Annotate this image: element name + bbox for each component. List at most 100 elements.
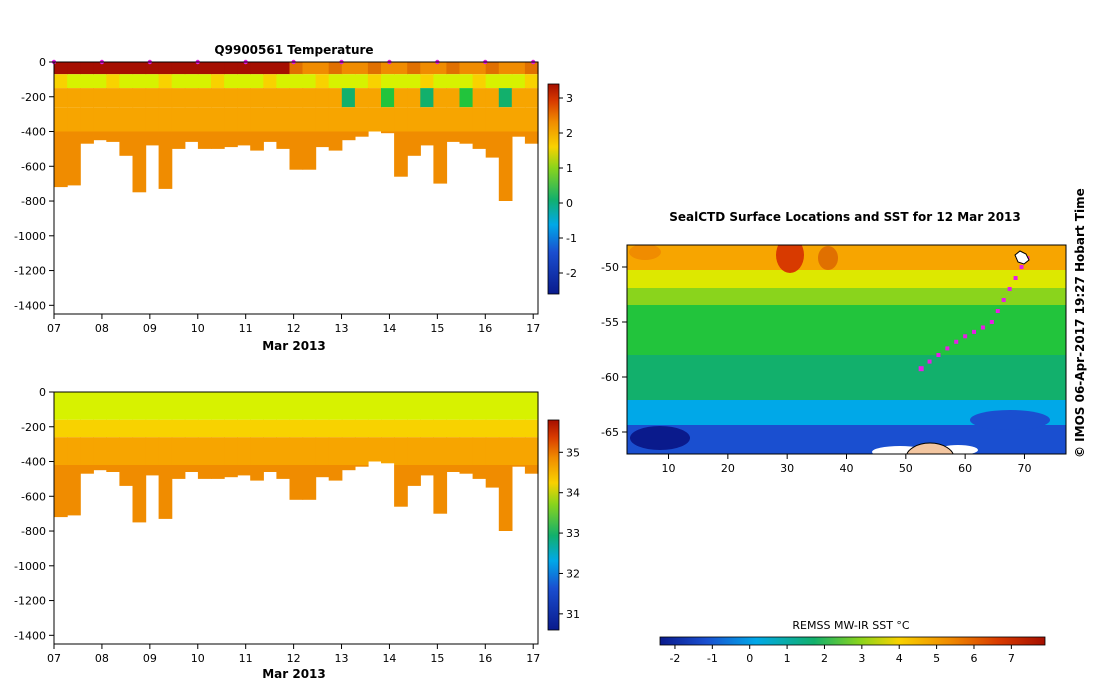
sal-cell [54, 465, 68, 518]
temp-y-tick-label: 0 [39, 56, 46, 69]
salinity-heatmap [54, 392, 539, 531]
temp-cb-tick-label: 1 [566, 162, 573, 175]
temp-cell [459, 62, 474, 75]
temp-cell [485, 107, 500, 132]
temp-x-tick-label: 16 [478, 322, 492, 335]
temp-cell [67, 62, 81, 75]
temp-cell [237, 74, 251, 89]
sal-cell [184, 392, 199, 420]
temp-cell [106, 88, 120, 108]
track-point [1013, 276, 1018, 280]
sal-cell [158, 437, 173, 465]
temp-cb-tick-label: -2 [566, 267, 577, 280]
temp-cell [472, 107, 487, 132]
sal-cell [289, 392, 304, 420]
temp-cell [197, 62, 212, 75]
sal-cell [354, 419, 369, 438]
sal-cell [54, 419, 68, 438]
temp-cell [197, 74, 212, 89]
map-cb-tick-label: 7 [1008, 652, 1015, 665]
temp-cell [93, 131, 107, 141]
temp-cell [524, 88, 539, 108]
sal-cell [315, 419, 330, 438]
temp-cell [328, 74, 343, 89]
temp-cell [459, 131, 474, 144]
temp-cell [420, 62, 434, 75]
temp-cell [67, 88, 81, 108]
temp-cell [302, 88, 317, 108]
temp-x-tick-label: 17 [526, 322, 540, 335]
sal-cell [211, 465, 225, 479]
temp-cell [184, 131, 199, 142]
sal-cell [302, 465, 317, 500]
sal-cell [197, 465, 212, 479]
sal-cell [524, 392, 539, 420]
temp-cell [446, 131, 461, 142]
temp-cell [250, 74, 264, 89]
sal-cell [80, 465, 94, 474]
temp-cell [171, 74, 186, 89]
temp-cell [394, 74, 408, 89]
temp-x-tick-label: 13 [335, 322, 349, 335]
sal-cell [132, 465, 147, 523]
temp-cell [54, 131, 68, 188]
sal-y-tick-label: -200 [21, 421, 46, 434]
sal-cb-tick-label: 35 [566, 446, 580, 459]
sal-cell [367, 437, 382, 462]
sal-x-tick-label: 07 [47, 652, 61, 665]
temp-cell [433, 62, 448, 75]
sal-cb-tick-label: 31 [566, 608, 580, 621]
temp-cell [341, 88, 356, 108]
temp-cell [446, 62, 461, 75]
temp-cell [211, 74, 225, 89]
sal-x-tick-label: 10 [191, 652, 205, 665]
salinity-axes-frame [53, 391, 539, 645]
sst-cold-patch [970, 410, 1050, 430]
temp-cell [80, 131, 94, 144]
sal-cell [237, 392, 251, 420]
credit-text: © IMOS 06-Apr-2017 19:27 Hobart Time [1073, 188, 1087, 458]
sal-cell [197, 419, 212, 438]
sal-cell [498, 465, 513, 531]
map-cb-tick-label: 2 [821, 652, 828, 665]
temp-cell [211, 107, 225, 132]
track-point [1019, 265, 1024, 269]
sst-band-blue [627, 425, 1066, 454]
temp-cell [158, 74, 173, 89]
sal-cell [315, 392, 330, 420]
temp-cell [145, 62, 160, 75]
sal-cell [420, 465, 434, 476]
map-cb-tick-label: -1 [707, 652, 718, 665]
temp-y-tick-label: -400 [21, 126, 46, 139]
sal-y-tick-label: -400 [21, 456, 46, 469]
temp-cell [407, 107, 421, 132]
temp-cell [250, 107, 264, 132]
sal-cell [302, 392, 317, 420]
sal-cell [80, 392, 94, 420]
temp-cell [459, 107, 474, 132]
temp-cell [171, 62, 186, 75]
sal-cell [93, 392, 107, 420]
sal-x-tick-label: 16 [478, 652, 492, 665]
sal-cell [106, 437, 120, 465]
temp-cell [420, 131, 434, 146]
sal-cell [446, 419, 461, 438]
sal-cb-tick-label: 32 [566, 567, 580, 580]
temp-cell [80, 107, 94, 132]
temp-cell [197, 107, 212, 132]
track-point [995, 309, 1000, 313]
temp-cell [407, 74, 421, 89]
sal-cell [328, 419, 343, 438]
sal-cell [420, 437, 434, 465]
sal-cell [145, 465, 160, 476]
temp-cell [276, 131, 291, 149]
temp-cell [315, 131, 330, 148]
track-point [945, 346, 950, 351]
temp-cell [302, 131, 317, 170]
temperature-colorbar [547, 83, 560, 295]
temp-cell [381, 88, 395, 108]
temp-cell [119, 62, 134, 75]
map-y-tick-label: -50 [601, 261, 619, 274]
temp-cell [171, 88, 186, 108]
track-point [918, 366, 924, 372]
